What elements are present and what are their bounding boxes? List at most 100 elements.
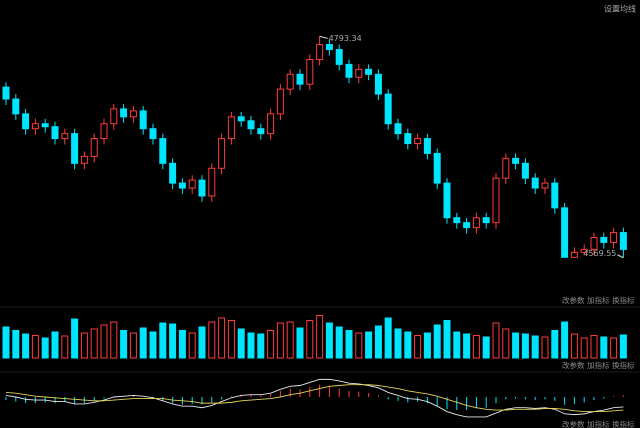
volume-bar: [316, 315, 324, 359]
candle-body: [227, 116, 235, 140]
set-ma-button[interactable]: 设置均线: [604, 4, 636, 14]
candle-body: [188, 179, 196, 189]
candle-body: [502, 157, 510, 179]
candle-body: [276, 88, 284, 115]
candle-body: [61, 133, 69, 140]
volume-bar: [198, 326, 206, 359]
volume-bar: [453, 331, 461, 359]
panel-button[interactable]: 改参数: [562, 295, 585, 305]
volume-bar: [80, 332, 88, 359]
low-pointer: [617, 254, 624, 259]
volume-bar: [365, 331, 373, 359]
volume-bar: [570, 333, 578, 359]
volume-bar: [41, 337, 49, 359]
candle-body: [139, 110, 147, 130]
volume-bar: [218, 317, 226, 359]
candle-body: [561, 207, 569, 258]
candle-body: [443, 182, 451, 219]
volume-bar: [149, 331, 157, 359]
panel-button[interactable]: 加指标: [587, 295, 610, 305]
volume-bar: [482, 336, 490, 359]
candle-body: [423, 138, 431, 154]
volume-bar: [12, 330, 20, 359]
panel-button[interactable]: 改参数: [562, 419, 585, 428]
low-annotation: 4569.55: [583, 249, 616, 258]
high-pointer: [319, 35, 328, 39]
candle-body: [541, 182, 549, 189]
candle-body: [521, 162, 529, 179]
volume-bar: [188, 332, 196, 359]
volume-bar: [619, 334, 627, 359]
candle-body: [570, 251, 578, 258]
volume-bar: [590, 335, 598, 359]
volume-bar: [237, 328, 245, 359]
dif-line: [5, 378, 624, 418]
candle-body: [90, 138, 98, 157]
candle-body: [610, 232, 618, 243]
candle-body: [149, 128, 157, 140]
candle-body: [286, 73, 294, 90]
volume-bar: [384, 317, 392, 359]
volume-bar: [31, 335, 39, 359]
volume-bar: [521, 333, 529, 359]
volume-bar: [551, 330, 559, 359]
candle-body: [178, 182, 186, 189]
candle-body: [237, 116, 245, 122]
candle-body: [492, 177, 500, 224]
panel-button[interactable]: 加指标: [587, 419, 610, 428]
volume-bar: [404, 331, 412, 359]
candle-body: [325, 44, 333, 51]
volume-bar: [443, 320, 451, 359]
volume-bar: [267, 330, 275, 359]
volume-bar: [90, 328, 98, 359]
candle-body: [365, 68, 373, 75]
candle-body: [512, 157, 520, 164]
volume-bar: [512, 332, 520, 359]
panel-button[interactable]: 加指标: [587, 360, 610, 370]
candle-body: [169, 162, 177, 184]
candle-body: [414, 138, 422, 145]
volume-bar: [472, 335, 480, 359]
candle-body: [100, 123, 108, 140]
candle-body: [267, 113, 275, 135]
candle-body: [619, 232, 627, 250]
volume-bar: [227, 320, 235, 359]
candle-body: [316, 44, 324, 60]
volume-bar: [600, 336, 608, 359]
candle-body: [12, 98, 20, 115]
volume-bar: [296, 327, 304, 359]
volume-bar: [423, 332, 431, 359]
candle-body: [71, 133, 79, 164]
candle-body: [41, 123, 49, 128]
volume-bar: [2, 326, 10, 359]
candle-body: [129, 110, 137, 118]
panel-button[interactable]: 换指标: [612, 295, 635, 305]
candle-body: [404, 133, 412, 145]
candle-body: [590, 237, 598, 250]
volume-bar: [159, 322, 167, 359]
panel-button[interactable]: 改参数: [562, 360, 585, 370]
candle-body: [2, 86, 10, 100]
dea-line: [5, 384, 624, 413]
candle-body: [580, 248, 588, 253]
volume-bar: [463, 333, 471, 359]
volume-bar: [208, 321, 216, 359]
volume-bar: [394, 328, 402, 359]
panel-button[interactable]: 换指标: [612, 419, 635, 428]
volume-bar: [51, 331, 59, 359]
volume-bar: [247, 332, 255, 359]
candle-body: [355, 68, 363, 78]
volume-bar: [541, 336, 549, 359]
panel-button[interactable]: 换指标: [612, 360, 635, 370]
candle-body: [384, 93, 392, 125]
candle-body: [600, 237, 608, 243]
volume-bar: [531, 335, 539, 359]
candle-body: [345, 63, 353, 78]
candle-body: [247, 120, 255, 130]
volume-bar: [345, 330, 353, 359]
volume-bar: [433, 324, 441, 359]
volume-bar: [257, 333, 265, 359]
volume-bar: [306, 320, 314, 359]
